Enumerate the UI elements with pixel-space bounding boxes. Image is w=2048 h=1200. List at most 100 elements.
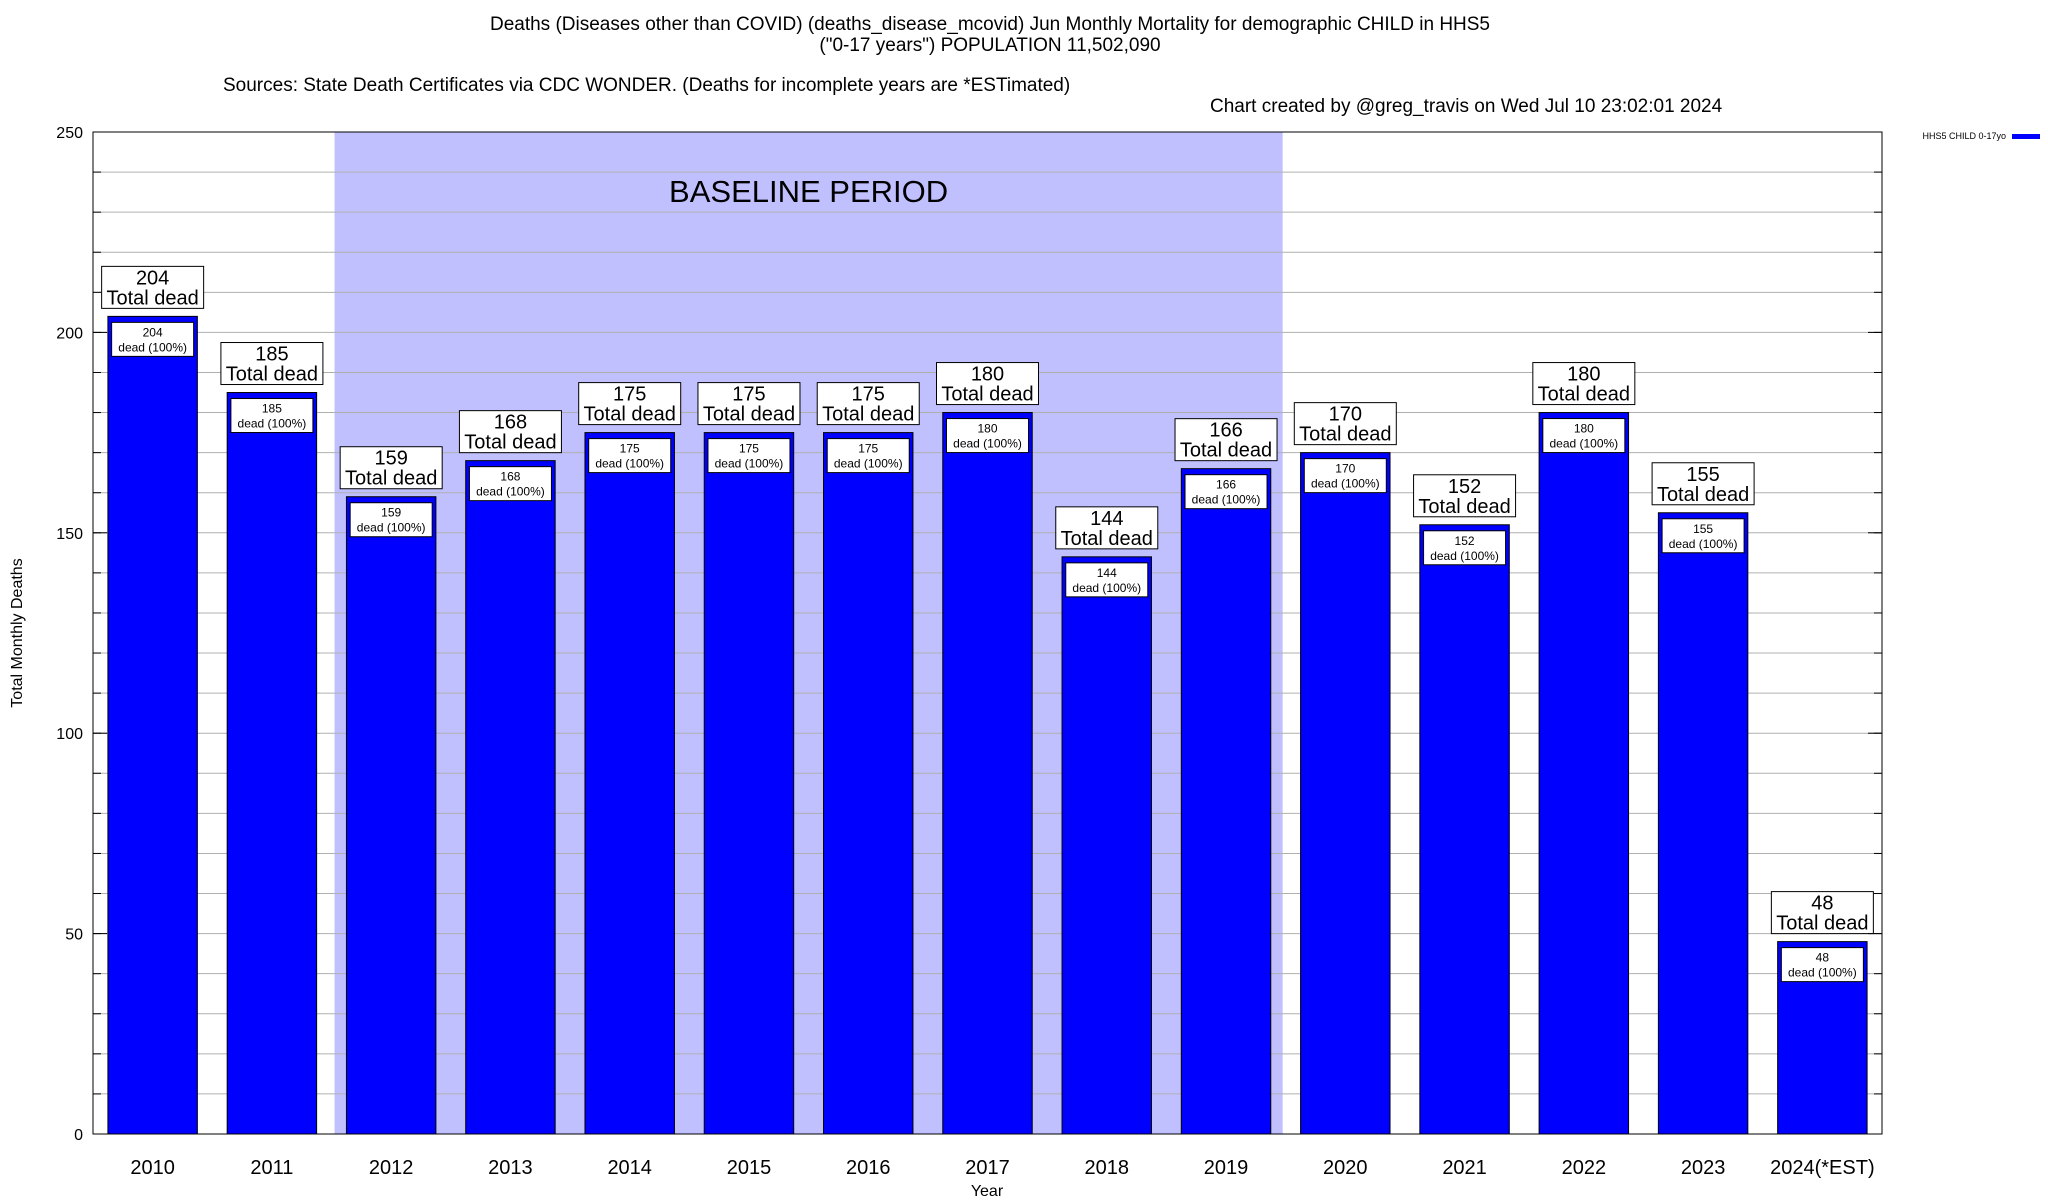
total-value-label: 180 bbox=[971, 364, 1004, 386]
inner-label-box bbox=[826, 438, 910, 474]
total-label-box bbox=[1651, 462, 1755, 506]
total-value-label: 166 bbox=[1209, 420, 1242, 442]
total-text-label: Total dead bbox=[1538, 384, 1630, 406]
credit-text: Chart created by @greg_travis on Wed Jul… bbox=[1210, 96, 1723, 117]
sources-text: Sources: State Death Certificates via CD… bbox=[223, 75, 1071, 96]
inner-value-label: 48 bbox=[1816, 951, 1830, 965]
x-axis-label: Year bbox=[971, 1183, 1004, 1200]
inner-value-label: 180 bbox=[977, 422, 997, 436]
inner-percent-label: dead (100%) bbox=[118, 340, 187, 354]
total-label-box bbox=[1532, 362, 1636, 406]
total-label-box bbox=[1174, 418, 1278, 462]
total-text-label: Total dead bbox=[1657, 484, 1749, 506]
total-label-box bbox=[1055, 506, 1159, 550]
inner-percent-label: dead (100%) bbox=[595, 457, 664, 471]
inner-value-label: 144 bbox=[1097, 566, 1117, 580]
x-tick-label: 2011 bbox=[250, 1157, 293, 1179]
inner-label-box bbox=[1423, 530, 1507, 566]
bar-2010 bbox=[107, 315, 198, 1135]
legend-swatch bbox=[2012, 133, 2040, 139]
x-tick-label: 2024(*EST) bbox=[1770, 1157, 1875, 1179]
x-tick-label: 2014 bbox=[607, 1157, 652, 1179]
legend-label: HHS5 CHILD 0-17yo bbox=[1922, 131, 2006, 141]
total-value-label: 170 bbox=[1329, 404, 1362, 426]
inner-percent-label: dead (100%) bbox=[1788, 966, 1857, 980]
total-text-label: Total dead bbox=[464, 432, 556, 454]
bar-2019 bbox=[1180, 468, 1272, 1135]
total-value-label: 155 bbox=[1686, 464, 1719, 486]
inner-label-box bbox=[707, 438, 791, 474]
y-tick-label: 150 bbox=[56, 526, 83, 543]
inner-percent-label: dead (100%) bbox=[238, 417, 307, 431]
bar-2022 bbox=[1538, 412, 1630, 1135]
inner-value-label: 166 bbox=[1216, 478, 1236, 492]
total-text-label: Total dead bbox=[1061, 528, 1153, 550]
total-text-label: Total dead bbox=[703, 404, 795, 426]
inner-value-label: 185 bbox=[262, 402, 282, 416]
x-tick-label: 2019 bbox=[1204, 1157, 1249, 1179]
total-label-box bbox=[936, 362, 1039, 406]
total-text-label: Total dead bbox=[345, 468, 437, 490]
x-tick-label: 2023 bbox=[1681, 1157, 1726, 1179]
inner-percent-label: dead (100%) bbox=[1072, 581, 1141, 595]
total-value-label: 144 bbox=[1090, 508, 1123, 530]
inner-value-label: 175 bbox=[858, 442, 878, 456]
total-value-label: 175 bbox=[852, 384, 885, 406]
chart-title: Deaths (Diseases other than COVID) (deat… bbox=[0, 14, 1980, 56]
total-text-label: Total dead bbox=[584, 404, 676, 426]
bar-2021 bbox=[1419, 524, 1510, 1135]
x-tick-label: 2020 bbox=[1323, 1157, 1368, 1179]
inner-percent-label: dead (100%) bbox=[357, 521, 426, 535]
x-tick-label: 2017 bbox=[965, 1157, 1010, 1179]
bar-2023 bbox=[1657, 512, 1749, 1135]
total-label-box bbox=[1770, 891, 1874, 935]
inner-percent-label: dead (100%) bbox=[1549, 437, 1618, 451]
total-value-label: 185 bbox=[255, 344, 288, 366]
y-tick-label: 100 bbox=[56, 726, 83, 743]
total-label-box bbox=[816, 382, 920, 426]
x-tick-label: 2021 bbox=[1442, 1157, 1487, 1179]
total-text-label: Total dead bbox=[1180, 440, 1272, 462]
bar-2018 bbox=[1061, 556, 1152, 1135]
inner-percent-label: dead (100%) bbox=[1192, 493, 1261, 507]
bar-2013 bbox=[465, 460, 556, 1135]
inner-label-box bbox=[588, 438, 672, 474]
x-tick-label: 2016 bbox=[846, 1157, 891, 1179]
inner-label-box bbox=[1303, 458, 1387, 494]
title-line-2: ("0-17 years") POPULATION 11,502,090 bbox=[819, 35, 1161, 56]
total-text-label: Total dead bbox=[1299, 424, 1391, 446]
inner-label-box bbox=[1661, 518, 1745, 554]
inner-value-label: 155 bbox=[1693, 522, 1713, 536]
total-label-box bbox=[101, 265, 205, 309]
inner-percent-label: dead (100%) bbox=[476, 485, 545, 499]
total-label-box bbox=[220, 342, 324, 386]
total-label-box bbox=[697, 382, 801, 426]
inner-value-label: 175 bbox=[739, 442, 759, 456]
total-text-label: Total dead bbox=[822, 404, 914, 426]
baseline-label: BASELINE PERIOD bbox=[669, 174, 948, 209]
x-tick-label: 2010 bbox=[130, 1157, 175, 1179]
inner-percent-label: dead (100%) bbox=[1311, 477, 1380, 491]
total-text-label: Total dead bbox=[1418, 496, 1510, 518]
total-value-label: 204 bbox=[136, 267, 169, 289]
y-tick-label: 50 bbox=[65, 927, 83, 944]
sources-line: Sources: State Death Certificates via CD… bbox=[0, 54, 2048, 117]
plot-frame bbox=[92, 131, 1883, 1135]
total-text-label: Total dead bbox=[1776, 913, 1868, 935]
inner-label-box bbox=[230, 398, 314, 434]
y-tick-label: 0 bbox=[74, 1127, 83, 1144]
x-tick-label: 2013 bbox=[488, 1157, 533, 1179]
total-value-label: 175 bbox=[732, 384, 765, 406]
inner-label-box bbox=[1184, 474, 1268, 510]
bar-2014 bbox=[584, 432, 675, 1135]
inner-label-box bbox=[111, 321, 195, 357]
inner-value-label: 152 bbox=[1455, 534, 1475, 548]
total-text-label: Total dead bbox=[226, 364, 318, 386]
x-tick-label: 2012 bbox=[369, 1157, 414, 1179]
y-tick-label: 200 bbox=[56, 325, 83, 342]
inner-label-box bbox=[946, 418, 1029, 454]
inner-value-label: 170 bbox=[1335, 462, 1355, 476]
total-label-box bbox=[578, 382, 682, 426]
title-line-1: Deaths (Diseases other than COVID) (deat… bbox=[489, 14, 1491, 35]
